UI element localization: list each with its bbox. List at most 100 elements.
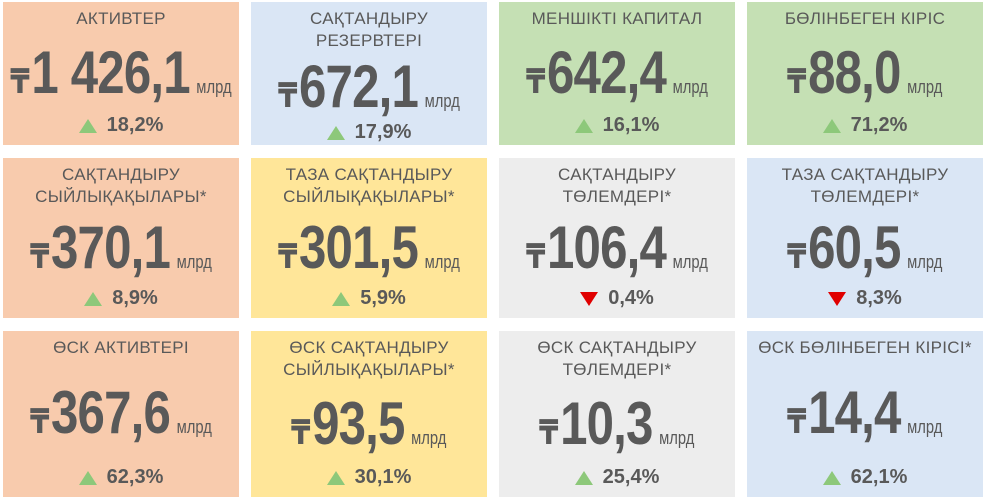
value: 10,3 [560,390,653,457]
value: 672,1 [299,53,419,120]
value-row: ₸ 1 426,1 млрд [10,38,231,107]
currency: ₸ [526,237,546,277]
unit: млрд [196,76,232,97]
unit: млрд [176,417,212,437]
change-arrow [828,291,847,306]
unit: млрд [907,252,943,272]
value: 106,4 [547,214,667,281]
change-value: 8,9% [112,287,158,309]
change: 17,9% [326,121,412,144]
kpi-card: АКТИВТЕР ₸ 1 426,1 млрд 18,2% [3,2,239,145]
currency: ₸ [291,413,311,453]
value: 642,4 [547,38,667,106]
kpi-card: ТАЗА САҚТАНДЫРУ СЫЙЛЫҚАҚЫЛАРЫ* ₸ 301,5 млрд… [251,158,487,318]
card-title: ӨСК АКТИВТЕРІ [53,338,189,357]
change: 8,3% [828,287,902,310]
change-value: 30,1% [354,466,412,488]
change: 18,2% [78,114,164,137]
kpi-card: ӨСК САҚТАНДЫРУ ТӨЛЕМДЕРІ* ₸ 10,3 млрд 25,4% [499,331,735,497]
change: 0,4% [580,287,654,310]
currency: ₸ [539,413,559,453]
kpi-card: САҚТАНДЫРУ РЕЗЕРВТЕРІ ₸ 672,1 млрд 17,9% [251,2,487,145]
card-title: ӨСК БӨЛІНБЕГЕН КІРІСІ* [758,338,972,357]
unit: млрд [659,428,695,448]
value-row: ₸ 88,0 млрд [787,38,942,107]
change-value: 0,4% [608,287,654,309]
change: 30,1% [326,466,412,489]
value: 88,0 [808,38,901,106]
change-value: 18,2% [106,114,164,136]
change: 71,2% [822,114,907,137]
card-title: БӨЛІНБЕГЕН КІРІС [784,9,946,28]
card-title: САҚТАНДЫРУ СЫЙЛЫҚАҚЫЛАРЫ* [35,165,207,206]
arrow-shape [822,118,841,133]
currency: ₸ [787,237,807,277]
change: 62,3% [78,466,164,489]
card-title: САҚТАНДЫРУ РЕЗЕРВТЕРІ [310,9,428,50]
currency: ₸ [10,61,30,102]
change: 16,1% [574,114,660,137]
value: 367,6 [51,379,171,446]
unit: млрд [907,76,943,97]
arrow-shape [574,118,593,133]
value-row: ₸ 93,5 млрд [291,389,446,458]
change-value: 16,1% [602,114,660,136]
value-row: ₸ 106,4 млрд [526,213,708,282]
change-value: 62,3% [106,466,164,488]
card-title: ТАЗА САҚТАНДЫРУ ТӨЛЕМДЕРІ* [781,165,949,206]
change: 62,1% [822,466,908,489]
value: 60,5 [808,214,901,281]
change-arrow [326,470,345,485]
unit: млрд [907,417,943,437]
value-row: ₸ 642,4 млрд [526,38,708,107]
change-value: 25,4% [602,466,660,488]
change-arrow [78,470,97,485]
currency: ₸ [30,402,50,442]
card-title: МЕНШІКТІ КАПИТАЛ [531,9,703,28]
kpi-card: ТАЗА САҚТАНДЫРУ ТӨЛЕМДЕРІ* ₸ 60,5 млрд 8,3% [747,158,983,318]
card-title: ӨСК САҚТАНДЫРУ ТӨЛЕМДЕРІ* [537,338,697,379]
kpi-card: САҚТАНДЫРУ ТӨЛЕМДЕРІ* ₸ 106,4 млрд 0,4% [499,158,735,318]
arrow-shape [78,118,97,133]
value: 93,5 [312,390,405,457]
change-value: 8,3% [856,287,902,309]
kpi-card: ӨСК АКТИВТЕРІ ₸ 367,6 млрд 62,3% [3,331,239,497]
change-arrow [78,118,97,133]
change-arrow [822,118,841,133]
change-arrow [574,470,593,485]
change-arrow [84,291,103,306]
change-arrow [332,291,351,306]
kpi-card: ӨСК САҚТАНДЫРУ СЫЙЛЫҚАҚЫЛАРЫ* ₸ 93,5 млрд 30… [251,331,487,497]
value: 14,4 [808,379,901,446]
arrow-shape [822,470,841,485]
kpi-card: ӨСК БӨЛІНБЕГЕН КІРІСІ* ₸ 14,4 млрд 62,1% [747,331,983,497]
kpi-card: САҚТАНДЫРУ СЫЙЛЫҚАҚЫЛАРЫ* ₸ 370,1 млрд 8,9% [3,158,239,318]
arrow-shape [84,291,103,306]
card-title: АКТИВТЕР [76,9,166,28]
change-arrow [822,470,841,485]
currency: ₸ [787,402,807,442]
change-value: 5,9% [360,287,406,309]
change-arrow [326,125,345,140]
unit: млрд [424,91,460,111]
arrow-shape [580,291,599,306]
change-arrow [580,291,599,306]
arrow-shape [78,470,97,485]
kpi-card: МЕНШІКТІ КАПИТАЛ ₸ 642,4 млрд 16,1% [499,2,735,145]
kpi-card: БӨЛІНБЕГЕН КІРІС ₸ 88,0 млрд 71,2% [747,2,983,145]
change-arrow [574,118,593,133]
value-row: ₸ 14,4 млрд [787,378,942,447]
value-row: ₸ 10,3 млрд [539,389,694,458]
change-value: 62,1% [850,466,908,488]
currency: ₸ [526,61,546,102]
unit: млрд [672,252,708,272]
card-title: САҚТАНДЫРУ ТӨЛЕМДЕРІ* [558,165,676,206]
currency: ₸ [787,61,807,102]
currency: ₸ [30,237,50,277]
arrow-shape [326,470,345,485]
change-value: 17,9% [354,121,412,143]
arrow-shape [828,291,847,306]
value-row: ₸ 370,1 млрд [30,213,212,282]
